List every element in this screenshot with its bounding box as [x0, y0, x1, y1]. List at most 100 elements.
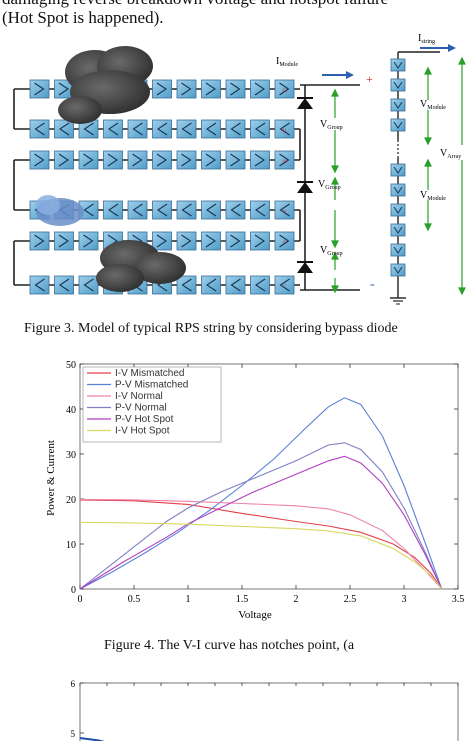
x-axis-label: Voltage	[238, 609, 272, 621]
pv-cell	[250, 275, 270, 295]
pv-cell	[250, 231, 270, 251]
figure3-caption: Figure 3. Model of typical RPS string by…	[24, 321, 398, 336]
series-line-6	[79, 521, 443, 590]
x-tick-label: 2	[294, 594, 299, 605]
pv-cell	[29, 119, 50, 139]
module-voltage-arrows	[424, 56, 466, 296]
x-tick-label: 2.5	[344, 594, 357, 605]
series-line-2	[79, 397, 443, 590]
pv-cell	[250, 150, 270, 170]
legend-entry: P-V Normal	[115, 403, 167, 414]
figure3-diagram: 12 11 10 9 8 7 IModule + - VGroup VGroup VGro…	[13, 33, 466, 305]
pv-cell: 11	[274, 119, 295, 139]
group-voltage-arrows	[331, 88, 339, 294]
pv-cell	[225, 150, 246, 170]
cell-number: 8	[283, 241, 286, 246]
x-tick-label: 1.5	[236, 594, 249, 605]
plot-area-2	[79, 682, 459, 741]
pv-cell	[201, 231, 221, 251]
pv-cell	[176, 231, 197, 251]
array-cell	[390, 223, 406, 237]
pv-cell	[250, 119, 270, 139]
array-voltage-label: VArray	[440, 148, 461, 160]
pv-cell	[103, 150, 123, 170]
pv-cell	[54, 275, 74, 295]
group-voltage-label-2: VGroup	[318, 179, 341, 191]
pv-cell: 7	[274, 275, 295, 295]
pv-cell	[225, 79, 246, 99]
cell-number: 7	[283, 285, 286, 290]
pv-cell	[78, 150, 99, 170]
pv-cell	[225, 275, 246, 295]
module-voltage-label-1: VModule	[420, 99, 446, 111]
module-current-arrow	[322, 71, 354, 79]
pv-cell	[176, 200, 197, 220]
series-line-3	[79, 498, 443, 590]
array-chain	[390, 51, 440, 305]
string-current-arrow	[420, 44, 456, 52]
y-axis-label: Power & Current	[45, 440, 57, 516]
pv-cell	[54, 79, 74, 99]
pv-cell	[225, 119, 246, 139]
pv-cell	[152, 79, 172, 99]
pv-cell	[176, 79, 197, 99]
y-tick-label: 20	[66, 495, 76, 506]
array-cell	[390, 263, 406, 277]
pv-cell	[201, 150, 221, 170]
array-cell	[390, 118, 406, 132]
group-voltage-label-1: VGroup	[320, 119, 343, 131]
pv-cell: 9	[274, 200, 295, 220]
pv-cell	[152, 231, 172, 251]
pv-cell	[29, 79, 50, 99]
legend-entry: I-V Mismatched	[115, 368, 184, 379]
pv-cell	[103, 119, 123, 139]
pv-cell	[176, 119, 197, 139]
minus-terminal: -	[370, 277, 375, 292]
pv-cell	[29, 150, 50, 170]
series-line-4	[79, 442, 443, 590]
legend-box	[82, 366, 222, 443]
array-cell	[390, 243, 406, 257]
pv-cell	[127, 200, 148, 220]
series-line	[79, 737, 105, 741]
pv-cell	[54, 150, 74, 170]
plus-terminal: +	[366, 72, 373, 86]
cell-number: 10	[282, 160, 288, 165]
array-cell	[390, 183, 406, 197]
y-tick-label: 50	[66, 360, 76, 371]
x-tick-label: 0.5	[128, 594, 141, 605]
body-text-line-2: (Hot Spot is happened).	[2, 8, 164, 27]
array-cell	[390, 163, 406, 177]
bypass-diodes	[297, 97, 313, 273]
y-tick-label: 0	[71, 585, 76, 596]
array-cell	[390, 58, 406, 72]
bypass-diode-1	[297, 98, 313, 109]
y-tick-label: 10	[66, 540, 76, 551]
legend-entry: P-V Hot Spot	[115, 414, 174, 425]
body-text-top: damaging reverse breakdown voltage and h…	[0, 0, 474, 60]
module-current-label: IModule	[276, 56, 298, 68]
series-line-5	[79, 455, 443, 590]
pv-cell	[225, 231, 246, 251]
pv-cell	[201, 119, 221, 139]
legend-entry: P-V Mismatched	[115, 380, 188, 391]
x-tick-label: 3.5	[452, 594, 465, 605]
pv-cell	[250, 200, 270, 220]
cell-number: 11	[282, 129, 287, 134]
group-voltage-label-3: VGroup	[320, 245, 343, 257]
pv-cell: 12	[274, 79, 295, 99]
figure4-caption: Figure 4. The V-I curve has notches poin…	[104, 638, 355, 653]
array-cell	[390, 203, 406, 217]
cell-number: 12	[282, 89, 288, 94]
pv-cell	[176, 275, 197, 295]
array-cell	[390, 78, 406, 92]
pv-cell	[152, 200, 172, 220]
legend-entry: I-V Hot Spot	[115, 426, 170, 437]
shading-cloud-2	[36, 195, 84, 226]
pv-cell	[152, 150, 172, 170]
body-text-line-1: damaging reverse breakdown voltage and h…	[2, 0, 388, 9]
pv-cell	[225, 200, 246, 220]
pv-cell	[29, 275, 50, 295]
x-tick-label: 0	[78, 594, 83, 605]
